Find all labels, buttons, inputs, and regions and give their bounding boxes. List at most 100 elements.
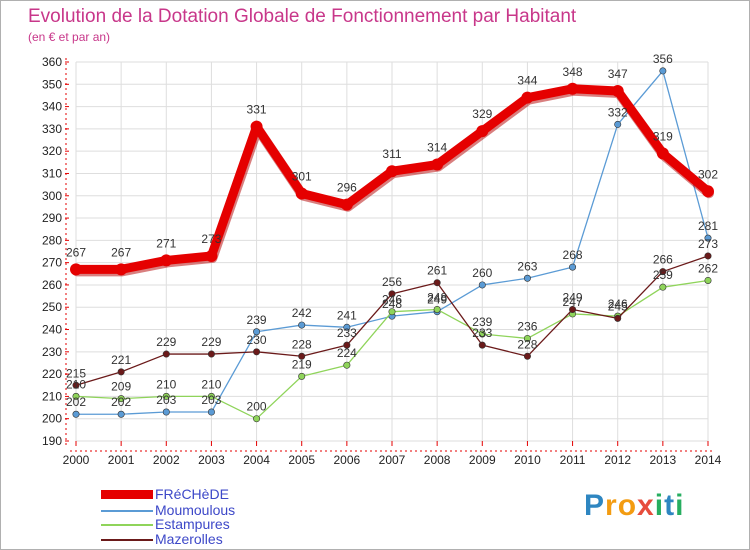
proxiti-logo: Proxiti [584, 489, 684, 523]
data-label-estampures: 210 [66, 377, 86, 391]
data-point-frchde [205, 249, 218, 262]
data-point-estampures [478, 330, 486, 338]
chart-subtitle: (en € et par an) [28, 30, 111, 44]
data-label-estampures: 236 [517, 319, 537, 333]
x-tick-label: 2008 [424, 453, 451, 467]
data-label-moumoulous: 281 [698, 219, 718, 233]
data-label-mazerolles: 229 [201, 335, 221, 349]
data-point-frchde [566, 82, 579, 95]
legend-entry-moumoulous[interactable]: Moumoulous [101, 502, 361, 518]
data-label-estampures: 259 [653, 268, 673, 282]
x-tick-label: 2005 [288, 453, 315, 467]
data-label-frchde: 331 [247, 103, 267, 117]
data-point-mazerolles [659, 268, 667, 276]
data-label-moumoulous: 268 [563, 248, 583, 262]
data-label-estampures: 200 [247, 400, 267, 414]
y-tick-label: 320 [42, 144, 62, 158]
y-tick-label: 330 [42, 122, 62, 136]
logo-letter: i [654, 489, 665, 522]
data-point-frchde [702, 185, 714, 198]
data-label-mazerolles: 229 [156, 335, 176, 349]
x-tick-label: 2007 [379, 453, 406, 467]
data-label-frchde: 301 [292, 170, 312, 184]
legend-swatch-frechede [101, 490, 153, 499]
data-point-mazerolles [388, 290, 396, 298]
logo-letter: r [605, 489, 618, 522]
data-label-moumoulous: 203 [201, 393, 221, 407]
data-point-frchde [160, 254, 173, 267]
legend-swatch-estampures [101, 524, 153, 526]
data-point-moumoulous [614, 120, 622, 128]
data-label-mazerolles: 228 [292, 337, 312, 351]
logo-letter: P [584, 489, 606, 522]
data-label-mazerolles: 266 [653, 253, 673, 267]
data-point-mazerolles [207, 350, 215, 358]
data-point-mazerolles [253, 348, 261, 356]
data-point-moumoulous [162, 408, 170, 416]
data-label-frchde: 344 [517, 74, 537, 88]
data-point-moumoulous [253, 328, 261, 336]
data-point-estampures [117, 395, 125, 403]
axis-layer: 190 200 210 220 230 240 250 260 270 280 290 300 310 3… [42, 55, 722, 467]
data-label-estampures: 209 [111, 380, 131, 394]
data-point-moumoulous [298, 321, 306, 329]
data-label-moumoulous: 241 [337, 308, 357, 322]
data-label-mazerolles: 228 [517, 337, 537, 351]
legend-label-estampures: Estampures [155, 516, 230, 532]
data-point-estampures [704, 276, 712, 284]
data-label-frchde: 314 [427, 141, 447, 155]
x-tick-label: 2014 [695, 453, 722, 467]
data-label-moumoulous: 332 [608, 105, 628, 119]
series-layer [70, 67, 714, 423]
data-point-estampures [659, 283, 667, 291]
y-tick-label: 200 [42, 412, 62, 426]
data-point-mazerolles [162, 350, 170, 358]
data-label-estampures: 210 [201, 377, 221, 391]
data-point-frchde [250, 120, 263, 133]
x-tick-label: 2001 [108, 453, 135, 467]
legend-entry-mazerolles[interactable]: Mazerolles [101, 531, 361, 547]
y-tick-label: 280 [42, 233, 62, 247]
data-label-estampures: 210 [156, 377, 176, 391]
logo-letter: t [664, 489, 676, 522]
x-tick-label: 2002 [153, 453, 180, 467]
data-point-frchde [386, 165, 398, 178]
data-label-moumoulous: 202 [111, 395, 131, 409]
data-label-moumoulous: 356 [653, 52, 673, 66]
data-label-moumoulous: 249 [427, 293, 447, 307]
legend-entry-frechede[interactable]: FRéCHèDE [101, 486, 361, 502]
data-point-mazerolles [72, 381, 80, 389]
data-label-moumoulous: 242 [292, 306, 312, 320]
y-tick-label: 220 [42, 367, 62, 381]
data-label-frchde: 329 [472, 107, 492, 121]
data-point-frchde [340, 198, 353, 211]
data-label-frchde: 296 [337, 181, 357, 195]
data-point-moumoulous [343, 323, 351, 331]
data-point-moumoulous [659, 67, 667, 75]
data-label-frchde: 319 [653, 129, 673, 143]
data-point-estampures [253, 415, 261, 423]
legend-swatch-mazerolles [101, 539, 153, 541]
legend-entry-estampures[interactable]: Estampures [101, 516, 361, 532]
data-point-estampures [433, 305, 441, 313]
data-label-moumoulous: 239 [247, 313, 267, 327]
data-label-moumoulous: 203 [156, 393, 176, 407]
data-label-mazerolles: 230 [247, 333, 267, 347]
data-point-moumoulous [569, 263, 577, 271]
data-point-moumoulous [72, 410, 80, 418]
data-label-frchde: 311 [382, 147, 401, 161]
data-label-estampures: 239 [472, 315, 492, 329]
y-tick-label: 360 [42, 55, 62, 69]
data-label-estampures: 246 [382, 293, 402, 307]
data-point-moumoulous [478, 281, 486, 289]
data-label-estampures: 247 [563, 295, 583, 309]
data-point-mazerolles [523, 352, 531, 360]
x-tick-label: 2011 [560, 453, 586, 467]
y-tick-label: 300 [42, 189, 62, 203]
y-tick-label: 250 [42, 300, 62, 314]
data-point-mazerolles [343, 341, 351, 349]
data-label-mazerolles: 256 [382, 275, 402, 289]
data-point-estampures [523, 334, 531, 342]
